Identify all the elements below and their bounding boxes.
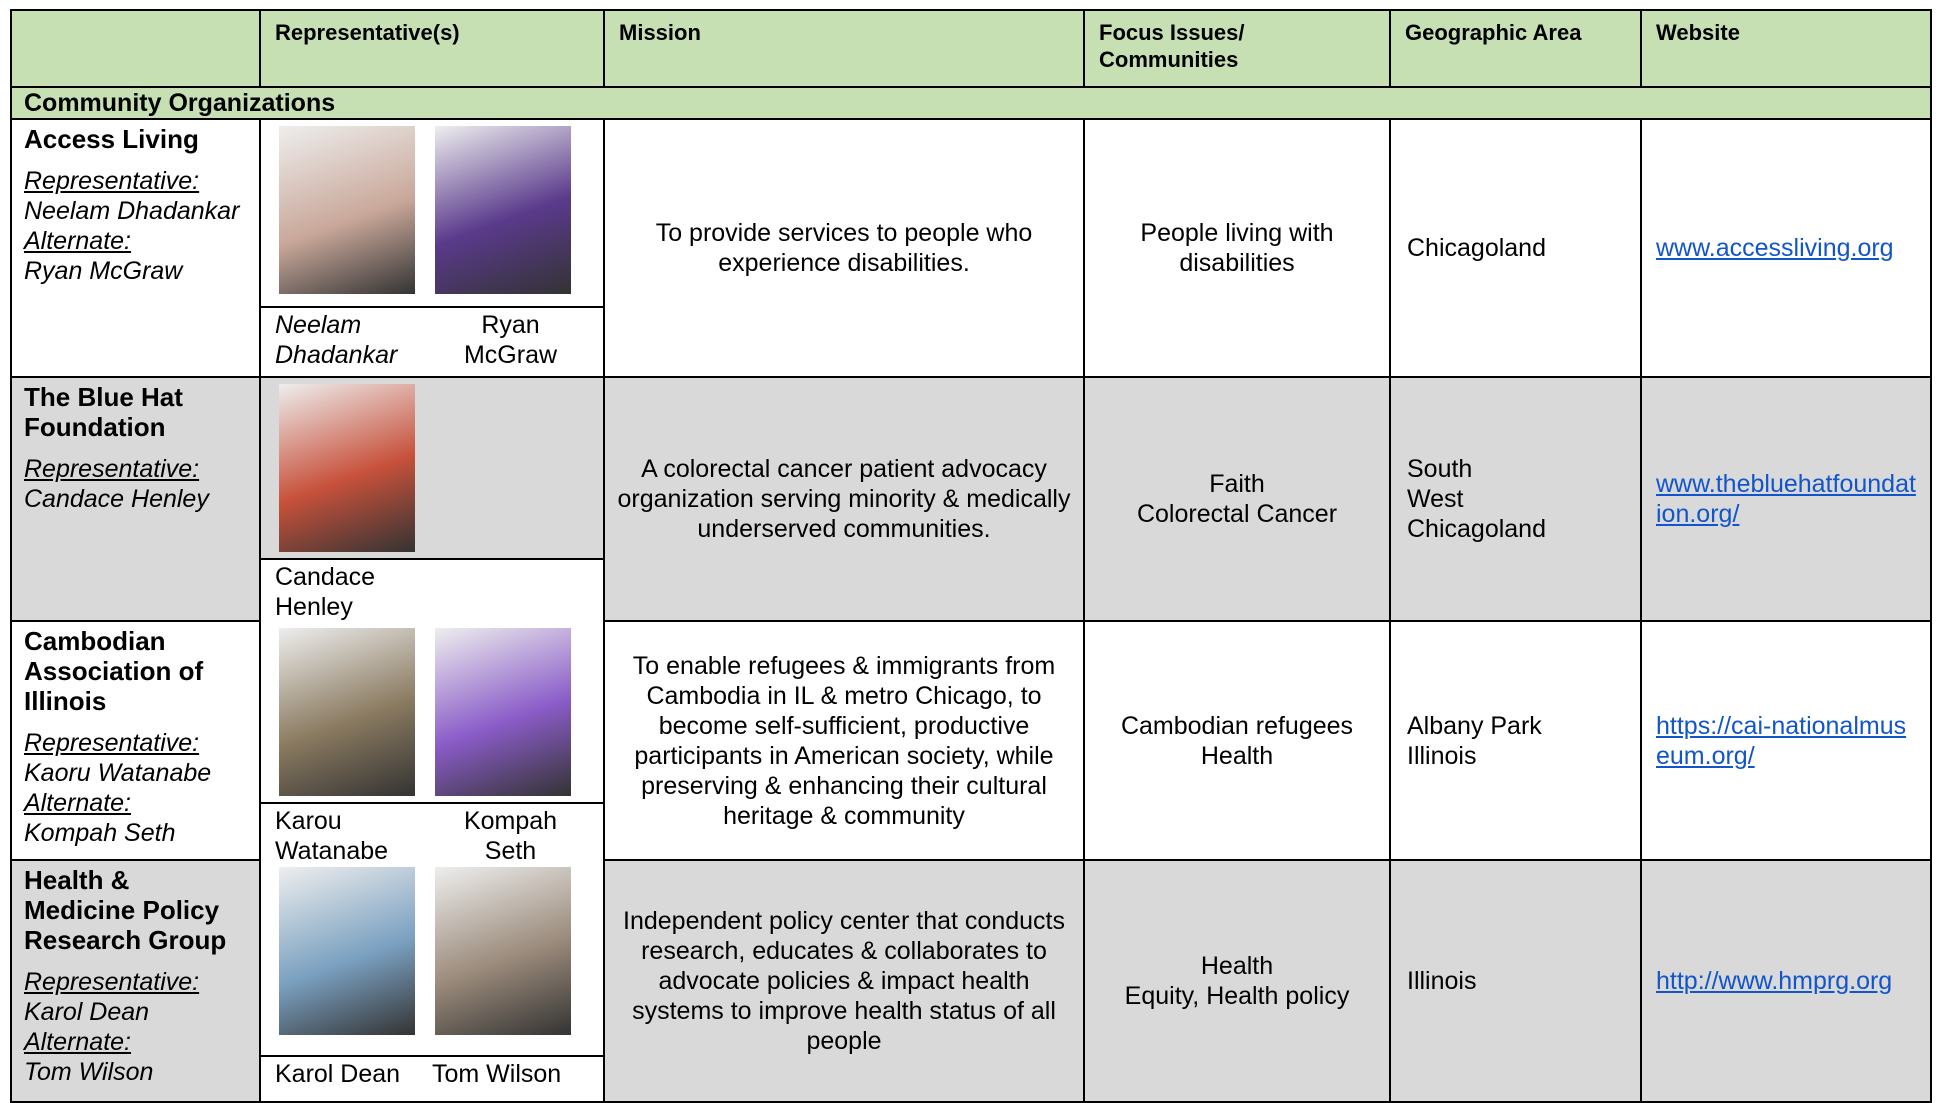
org-cell: Cambodian Association of Illinois Represe… <box>10 620 261 861</box>
photo-caption: Karou Watanabe <box>275 807 389 865</box>
website-cell: http://www.hmprg.org <box>1640 859 1932 1103</box>
rep-inner: Karou Watanabe Kompah Seth <box>261 622 603 868</box>
website-cell: https://cai-nationalmuseum.org/ <box>1640 620 1932 861</box>
website-link[interactable]: http://www.hmprg.org <box>1656 967 1893 995</box>
rep-label: Representative: <box>24 167 200 195</box>
captions: Karou Watanabe Kompah Seth <box>261 802 603 868</box>
org-name: The Blue Hat Foundation <box>24 382 183 442</box>
captions: Candace Henley <box>261 558 603 624</box>
rep-cell: Karol Dean Tom Wilson <box>259 859 605 1103</box>
rep-inner: Karol Dean Tom Wilson <box>261 861 603 1101</box>
focus: People living with disabilities <box>1083 118 1391 378</box>
rep-name: Neelam Dhadankar <box>24 197 240 225</box>
rep-cell: Candace Henley <box>259 376 605 624</box>
alt-label: Alternate: <box>24 789 132 817</box>
photos <box>261 120 603 306</box>
rep-label: Representative: <box>24 455 200 483</box>
mission: To enable refugees & immigrants from Cam… <box>603 620 1085 861</box>
header-row: Representative(s) Mission Focus Issues/ … <box>10 9 1932 88</box>
alt-name: Tom Wilson <box>24 1058 154 1086</box>
photo-caption: Ryan McGraw <box>463 311 558 369</box>
photo-caption: Tom Wilson <box>432 1060 562 1088</box>
rep-cell: Neelam Dhadankar Ryan McGraw <box>259 118 605 378</box>
org-row: The Blue Hat Foundation Representative: Ca… <box>10 376 1932 624</box>
photo <box>435 867 571 1035</box>
website-cell: www.thebluehatfoundation.org/ <box>1640 376 1932 622</box>
org-cell: Access Living Representative: Neelam Dhada… <box>10 118 261 378</box>
photos <box>261 378 603 558</box>
area: South West Chicagoland <box>1389 376 1642 622</box>
rep-label: Representative: <box>24 729 200 757</box>
website-link[interactable]: www.accessliving.org <box>1656 234 1894 262</box>
focus: Faith Colorectal Cancer <box>1083 376 1391 622</box>
photo <box>279 126 415 294</box>
alt-name: Kompah Seth <box>24 819 176 847</box>
rep-name: Kaoru Watanabe <box>24 759 212 787</box>
header-cell: Website <box>1640 9 1932 88</box>
website-link[interactable]: https://cai-nationalmuseum.org/ <box>1656 711 1907 770</box>
rep-label: Representative: <box>24 968 200 996</box>
section-row: Community Organizations <box>10 86 1932 120</box>
photos <box>261 861 603 1055</box>
alt-name: Ryan McGraw <box>24 257 183 285</box>
mission: Independent policy center that conducts … <box>603 859 1085 1103</box>
photo <box>435 628 571 796</box>
photo <box>279 867 415 1035</box>
header-cell: Mission <box>603 9 1085 88</box>
photo <box>435 126 571 294</box>
alt-label: Alternate: <box>24 1028 132 1056</box>
photo-caption: Neelam Dhadankar <box>275 311 398 369</box>
photos <box>261 622 603 802</box>
rep-name: Candace Henley <box>24 485 209 513</box>
mission: A colorectal cancer patient advocacy org… <box>603 376 1085 622</box>
org-row: Access Living Representative: Neelam Dhada… <box>10 118 1932 378</box>
org-name: Cambodian Association of Illinois <box>24 626 204 716</box>
org-row: Cambodian Association of Illinois Represe… <box>10 620 1932 868</box>
org-name: Health & Medicine Policy Research Group <box>24 865 227 955</box>
website-link[interactable]: www.thebluehatfoundation.org/ <box>1656 470 1916 528</box>
area: Albany Park Illinois <box>1389 620 1642 861</box>
photo <box>279 628 415 796</box>
header-cell: Representative(s) <box>259 9 605 88</box>
area: Illinois <box>1389 859 1642 1103</box>
focus: Cambodian refugees Health <box>1083 620 1391 861</box>
header-cell: Geographic Area <box>1389 9 1642 88</box>
header-cell <box>10 9 261 88</box>
area: Chicagoland <box>1389 118 1642 378</box>
photo-caption: Candace Henley <box>275 563 376 621</box>
section-title: Community Organizations <box>10 86 1932 120</box>
website-cell: www.accessliving.org <box>1640 118 1932 378</box>
rep-cell: Karou Watanabe Kompah Seth <box>259 620 605 868</box>
photo-caption: Karol Dean <box>275 1060 401 1088</box>
rep-name: Karol Dean <box>24 998 150 1026</box>
photo-caption: Kompah Seth <box>463 807 558 865</box>
rep-inner: Neelam Dhadankar Ryan McGraw <box>261 120 603 376</box>
org-name: Access Living <box>24 124 199 154</box>
org-row: Health & Medicine Policy Research Group R… <box>10 859 1932 1103</box>
focus: Health Equity, Health policy <box>1083 859 1391 1103</box>
captions: Karol Dean Tom Wilson <box>261 1055 603 1101</box>
header-cell: Focus Issues/ Communities <box>1083 9 1391 88</box>
page: {"header":{"columns":["Representative(s)… <box>10 9 1932 1103</box>
rep-inner: Candace Henley <box>261 378 603 624</box>
alt-label: Alternate: <box>24 227 132 255</box>
mission: To provide services to people who experi… <box>603 118 1085 378</box>
organizations-table: Representative(s) Mission Focus Issues/ … <box>10 9 1932 1103</box>
org-cell: The Blue Hat Foundation Representative: Ca… <box>10 376 261 622</box>
org-cell: Health & Medicine Policy Research Group R… <box>10 859 261 1103</box>
captions: Neelam Dhadankar Ryan McGraw <box>261 306 603 376</box>
photo <box>279 384 415 552</box>
rows: Access Living Representative: Neelam Dhada… <box>10 118 1932 1103</box>
